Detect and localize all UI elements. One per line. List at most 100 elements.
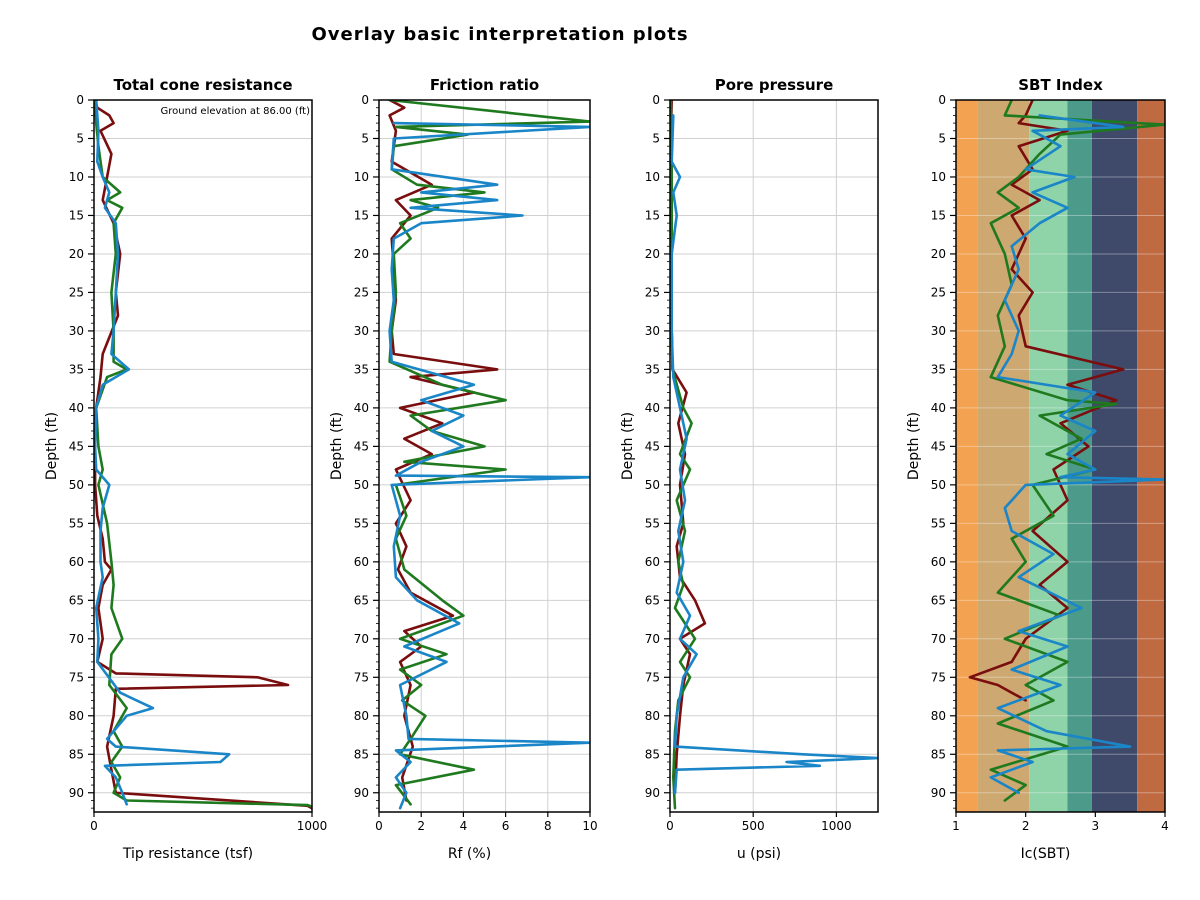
series-line-red <box>94 100 312 810</box>
y-tick-label: 85 <box>645 747 660 761</box>
y-tick-label: 15 <box>931 208 946 222</box>
x-tick-label: 1000 <box>297 819 328 833</box>
y-tick-label: 90 <box>354 786 369 800</box>
y-tick-label: 55 <box>931 516 946 530</box>
y-tick-label: 70 <box>69 632 84 646</box>
y-tick-label: 50 <box>931 478 946 492</box>
y-tick-label: 85 <box>931 747 946 761</box>
x-tick-label: 500 <box>742 819 765 833</box>
y-tick-label: 35 <box>69 362 84 376</box>
x-tick-label: 0 <box>666 819 674 833</box>
y-tick-label: 60 <box>645 555 660 569</box>
x-tick-label: 10 <box>582 819 597 833</box>
y-tick-label: 5 <box>938 131 946 145</box>
series-line-blue <box>670 114 878 795</box>
y-tick-label: 10 <box>931 170 946 184</box>
y-tick-label: 25 <box>645 285 660 299</box>
sbt-zone-4 <box>1091 100 1138 812</box>
panel-sbt-index: 0 5 10 15 20 25 30 35 40 45 50 55 60 65 70 75 80 85 90 1 2 3 4… <box>906 76 1169 862</box>
sbt-zone-5 <box>1137 100 1165 812</box>
y-tick-label: 15 <box>354 208 369 222</box>
y-axis-label: Depth (ft) <box>44 412 60 480</box>
y-tick-label: 50 <box>69 478 84 492</box>
y-tick-label: 45 <box>645 439 660 453</box>
y-tick-label: 80 <box>645 709 660 723</box>
series-line-blue <box>388 121 590 810</box>
y-tick-label: 55 <box>69 516 84 530</box>
panel-title: Pore pressure <box>715 76 834 94</box>
series-line-red <box>388 100 499 802</box>
y-axis-label: Depth (ft) <box>906 412 922 480</box>
x-axis-label: u (psi) <box>737 846 781 862</box>
y-tick-label: 35 <box>354 362 369 376</box>
y-tick-label: 80 <box>931 709 946 723</box>
y-tick-label: 70 <box>645 632 660 646</box>
y-tick-label: 60 <box>69 555 84 569</box>
y-tick-label: 10 <box>645 170 660 184</box>
x-tick-label: 0 <box>90 819 98 833</box>
panel-total-cone-resistance: 0 5 10 15 20 25 30 35 40 45 50 55 60 65 70 75 80 85 90 0 100… <box>44 76 327 862</box>
y-tick-label: 50 <box>645 478 660 492</box>
y-tick-label: 25 <box>69 285 84 299</box>
x-tick-label: 3 <box>1092 819 1100 833</box>
series-line-green <box>989 100 1165 802</box>
y-tick-label: 25 <box>931 285 946 299</box>
y-axis-label: Depth (ft) <box>620 412 636 480</box>
y-tick-label: 15 <box>645 208 660 222</box>
y-tick-label: 90 <box>645 786 660 800</box>
y-tick-label: 30 <box>354 324 369 338</box>
y-tick-label: 40 <box>69 401 84 415</box>
y-tick-label: 65 <box>645 593 660 607</box>
plot-frame <box>669 99 879 813</box>
x-tick-label: 2 <box>1022 819 1030 833</box>
y-tick-label: 55 <box>354 516 369 530</box>
y-tick-label: 65 <box>69 593 84 607</box>
y-tick-label: 0 <box>938 93 946 107</box>
y-tick-label: 40 <box>645 401 660 415</box>
x-tick-label: 2 <box>417 819 425 833</box>
y-tick-label: 60 <box>931 555 946 569</box>
x-tick-label: 1 <box>952 819 960 833</box>
y-tick-label: 70 <box>931 632 946 646</box>
y-tick-label: 50 <box>354 478 369 492</box>
series-line-blue <box>989 114 1165 795</box>
y-axis-label: Depth (ft) <box>329 412 345 480</box>
y-tick-label: 30 <box>645 324 660 338</box>
y-tick-label: 30 <box>69 324 84 338</box>
y-tick-label: 65 <box>354 593 369 607</box>
figure-title: Overlay basic interpretation plots <box>311 24 689 45</box>
y-tick-label: 85 <box>69 747 84 761</box>
y-tick-label: 5 <box>361 131 369 145</box>
x-tick-label: 6 <box>502 819 510 833</box>
y-tick-label: 45 <box>931 439 946 453</box>
x-tick-label: 0 <box>375 819 383 833</box>
y-tick-label: 5 <box>76 131 84 145</box>
y-tick-label: 5 <box>652 131 660 145</box>
plot-frame <box>93 99 313 813</box>
x-tick-label: 4 <box>1161 819 1169 833</box>
series-line-blue <box>94 100 231 806</box>
panel-title: Friction ratio <box>430 76 539 94</box>
x-tick-label: 4 <box>460 819 468 833</box>
y-tick-label: 75 <box>354 670 369 684</box>
panel-pore-pressure: 0 5 10 15 20 25 30 35 40 45 50 55 60 65 70 75 80 85 90 0 500… <box>620 76 879 862</box>
y-tick-label: 0 <box>361 93 369 107</box>
y-tick-label: 35 <box>931 362 946 376</box>
y-tick-label: 40 <box>931 401 946 415</box>
y-tick-label: 20 <box>931 247 946 261</box>
y-tick-label: 35 <box>645 362 660 376</box>
y-tick-label: 90 <box>931 786 946 800</box>
y-tick-label: 65 <box>931 593 946 607</box>
y-tick-label: 80 <box>69 709 84 723</box>
plot-frame <box>955 99 1166 813</box>
y-tick-label: 25 <box>354 285 369 299</box>
x-axis-label: Ic(SBT) <box>1021 846 1071 862</box>
y-tick-label: 85 <box>354 747 369 761</box>
x-tick-label: 8 <box>544 819 552 833</box>
series-line-green <box>94 100 312 808</box>
y-tick-label: 80 <box>354 709 369 723</box>
y-tick-label: 75 <box>69 670 84 684</box>
y-tick-label: 15 <box>69 208 84 222</box>
panel-friction-ratio: 0 5 10 15 20 25 30 35 40 45 50 55 60 65 70 75 80 85 90 0 2 4 6… <box>329 76 598 862</box>
